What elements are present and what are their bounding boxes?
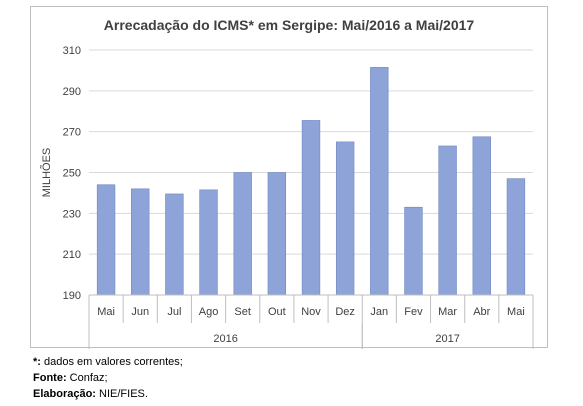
bar-dez xyxy=(335,141,355,296)
y-tick-label: 290 xyxy=(63,86,81,98)
x-tick-label: Out xyxy=(268,306,286,318)
x-tick-label: Ago xyxy=(199,306,219,318)
chart-frame: Arrecadação do ICMS* em Sergipe: Mai/201… xyxy=(30,6,548,349)
bar-mar xyxy=(438,145,457,296)
bar-jan xyxy=(370,67,389,296)
note-values: *: dados em valores correntes; xyxy=(33,356,183,368)
bar-mai xyxy=(506,178,526,296)
x-tick-label: Abr xyxy=(473,306,490,318)
chart-notes: *: dados em valores correntes; Fonte: Co… xyxy=(33,354,183,402)
y-tick-label: 210 xyxy=(63,249,81,261)
bar-out xyxy=(267,172,287,296)
note-source: Fonte: Confaz; xyxy=(33,372,108,384)
y-tick-label: 250 xyxy=(63,168,81,180)
note-elaboration: Elaboração: NIE/FIES. xyxy=(33,388,148,400)
x-tick-label: Dez xyxy=(335,306,355,318)
x-tick-label: Mai xyxy=(97,306,115,318)
bar-set xyxy=(233,172,252,296)
x-tick-label: Jun xyxy=(131,306,149,318)
bar-nov xyxy=(301,120,321,296)
chart-title: Arrecadação do ICMS* em Sergipe: Mai/201… xyxy=(103,17,475,33)
bar-jul xyxy=(165,193,184,296)
y-tick-label: 270 xyxy=(63,127,81,139)
bar-fev xyxy=(404,206,423,296)
y-tick-label: 190 xyxy=(63,290,81,302)
x-tick-label: Jul xyxy=(167,306,181,318)
bar-ago xyxy=(199,189,218,296)
x-tick-label: Fev xyxy=(404,306,423,318)
year-label-2016: 2016 xyxy=(213,333,237,345)
bar-abr xyxy=(472,136,491,296)
bar-chart: 190 210 230 250 270 290 310 MILHÕES Mai Jun Jul Ago… xyxy=(40,45,534,349)
x-tick-label: Mai xyxy=(507,306,525,318)
bar-jun xyxy=(131,188,150,296)
x-tick-label: Mar xyxy=(438,306,457,318)
y-axis-label: MILHÕES xyxy=(40,148,53,198)
x-tick-label: Nov xyxy=(301,306,321,318)
y-tick-label: 230 xyxy=(63,208,81,220)
year-label-2017: 2017 xyxy=(435,333,459,345)
y-tick-label: 310 xyxy=(63,45,81,57)
bar-mai xyxy=(96,184,116,296)
x-tick-label: Jan xyxy=(370,306,388,318)
x-tick-label: Set xyxy=(234,306,251,318)
